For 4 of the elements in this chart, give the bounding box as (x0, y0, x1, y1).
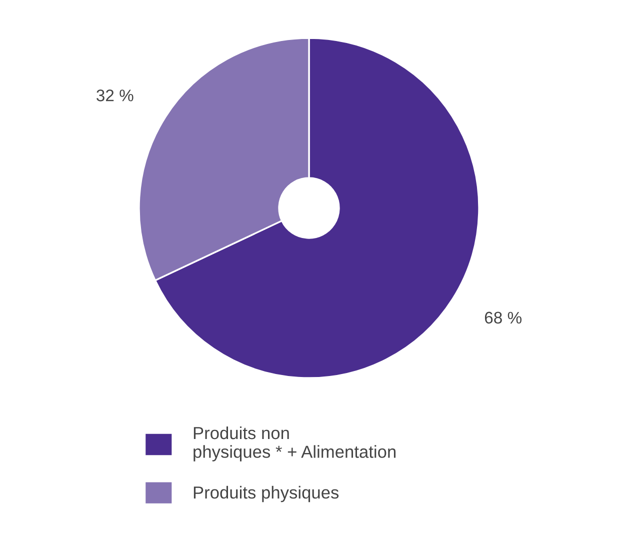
data-label: 32 % (96, 90, 134, 102)
legend-label: Produits physiques (194, 486, 339, 502)
legend-label: Produits non physiques * + Alimentation (194, 426, 396, 462)
data-label: 68 % (484, 312, 522, 324)
